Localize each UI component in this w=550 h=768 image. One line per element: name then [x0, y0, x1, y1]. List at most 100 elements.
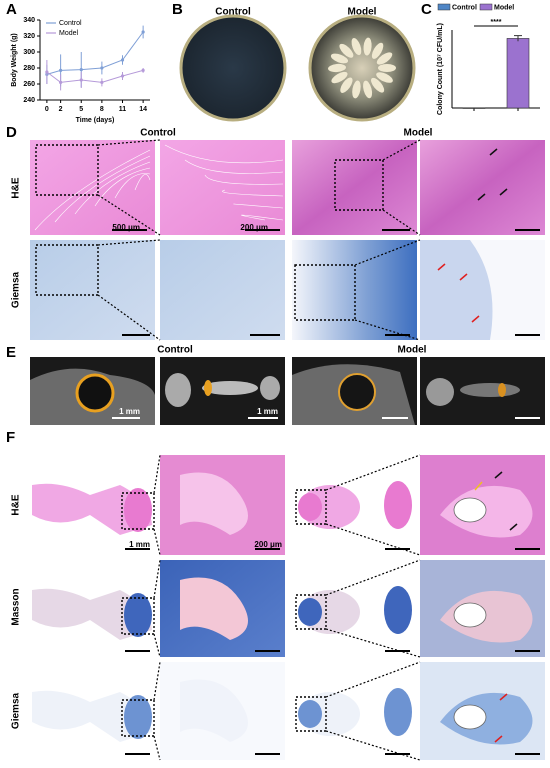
- arrow: [474, 481, 483, 491]
- tissue: [298, 598, 322, 626]
- defect: [204, 380, 212, 396]
- image-tile: [160, 140, 285, 235]
- scale-label: 200 μm: [254, 540, 282, 549]
- scale-label: 1 mm: [119, 407, 140, 416]
- fiber: [184, 159, 284, 174]
- zoom-line: [153, 735, 161, 761]
- fiber: [241, 214, 284, 221]
- column-title: Control: [157, 345, 193, 356]
- fiber: [114, 173, 151, 199]
- arrow: [459, 273, 468, 281]
- scale-label: 1 mm: [129, 540, 150, 549]
- zoom-line: [325, 523, 421, 556]
- data-point: [120, 74, 125, 78]
- zoom-line: [354, 319, 421, 341]
- zoom-line: [325, 628, 421, 658]
- tissue: [124, 695, 152, 739]
- lumen: [453, 602, 487, 628]
- y-tick-label: 240: [23, 97, 35, 104]
- panel-label: B: [172, 1, 183, 18]
- zoom-line: [325, 661, 421, 698]
- bone: [460, 383, 520, 397]
- arrow: [489, 148, 498, 156]
- colony: [378, 64, 396, 72]
- arrow: [509, 523, 518, 531]
- arrow: [499, 693, 508, 701]
- x-tick-label: 2: [59, 106, 63, 113]
- x-tick-label: 14: [139, 106, 147, 113]
- data-point: [100, 66, 104, 70]
- data-point: [79, 78, 83, 82]
- arrow: [494, 471, 503, 479]
- legend-swatch: [437, 3, 451, 11]
- colony: [340, 77, 353, 93]
- legend-label: Control: [59, 20, 82, 27]
- bone-defect: [338, 373, 376, 411]
- colony: [328, 63, 346, 73]
- tissue: [298, 700, 322, 728]
- panel-label: F: [6, 429, 15, 446]
- zoom-line: [97, 194, 161, 236]
- tissue: [124, 488, 152, 532]
- row-label: Masson: [11, 588, 22, 625]
- tissue: [180, 679, 248, 742]
- arrow: [499, 188, 508, 196]
- panel-label: A: [6, 1, 17, 18]
- fiber: [222, 189, 284, 197]
- zoom-line: [325, 730, 421, 761]
- overlays: 500 μm 200 μm 1 mm 1 mm 1 mm 200 μm: [112, 223, 282, 549]
- zoom-line: [97, 294, 161, 341]
- bar: [506, 38, 530, 109]
- image-tile: [30, 140, 155, 235]
- column-title: Model: [348, 7, 377, 18]
- arrow: [494, 735, 503, 743]
- column-title: Model: [404, 128, 433, 139]
- zoom-line: [382, 139, 421, 161]
- colony: [330, 53, 349, 64]
- colony: [371, 42, 384, 59]
- tissue: [384, 586, 412, 634]
- y-axis-label: Colony Count (10⁷ CFU/mL): [437, 23, 444, 115]
- column-title: Control: [140, 128, 176, 139]
- panel-label: D: [6, 124, 17, 141]
- row-label: H&E: [11, 494, 22, 515]
- fiber: [204, 174, 284, 185]
- legend-label: Model: [59, 30, 79, 37]
- petri-dish: [179, 14, 287, 122]
- scale-label: 500 μm: [112, 223, 140, 232]
- fiber: [94, 167, 151, 207]
- data-point: [100, 80, 104, 84]
- column-title: Model: [398, 345, 427, 356]
- y-tick-label: 300: [23, 49, 35, 56]
- zoom-line: [325, 454, 421, 491]
- x-tick-label: 8: [100, 106, 104, 113]
- column-title: Control: [215, 7, 251, 18]
- zoom-line: [153, 661, 161, 701]
- colony: [351, 37, 362, 56]
- tissue: [384, 688, 412, 736]
- panel-label: C: [421, 1, 432, 18]
- data-point: [79, 68, 83, 72]
- zoom-line: [382, 209, 421, 236]
- legend-swatch: [479, 3, 493, 11]
- data-point: [120, 58, 125, 62]
- colony: [376, 52, 393, 65]
- y-tick-label: 340: [23, 17, 35, 24]
- data-point: [141, 68, 145, 72]
- series-line: [46, 31, 144, 75]
- tissue: [180, 472, 248, 535]
- zoom-line: [153, 454, 161, 494]
- zoom-box: [294, 264, 356, 321]
- scale-label: 200 μm: [240, 223, 268, 232]
- y-tick-label: 280: [23, 65, 35, 72]
- tissue: [298, 493, 322, 521]
- zoom-line: [325, 559, 421, 596]
- image-tiles: [30, 14, 545, 761]
- legend-label: Model: [494, 4, 514, 11]
- colony: [331, 71, 348, 84]
- row-label: Giemsa: [11, 271, 22, 308]
- colony: [371, 77, 385, 93]
- lumen: [453, 704, 487, 730]
- data-point: [45, 70, 49, 74]
- fiber: [74, 161, 151, 215]
